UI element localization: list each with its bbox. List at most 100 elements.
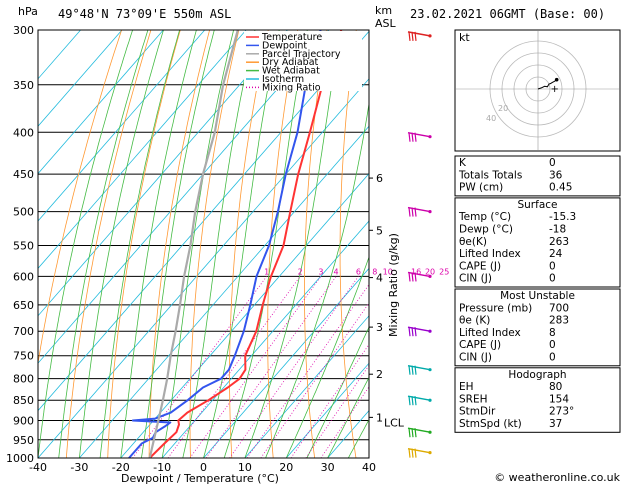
mixing-ratio-labels: 1 2 3 4 6 8 10 16 20 25 [264, 267, 449, 276]
plot-frame [37, 29, 370, 459]
wind-barbs [407, 31, 432, 458]
table-row-value: 0 [549, 352, 556, 364]
table-row-value: 0 [549, 339, 556, 351]
pressure-tick-label: 600 [13, 270, 34, 283]
table-row-label: K [459, 157, 467, 169]
km-tick-label: 3 [376, 321, 383, 334]
wind-barb-flag [414, 272, 417, 282]
wind-barb [407, 326, 432, 337]
wind-barb [407, 206, 432, 217]
wind-barb-staff [407, 131, 431, 138]
km-tick-label: 1 [376, 411, 383, 424]
wind-barb-flag [408, 428, 411, 438]
table-row-value: 24 [549, 248, 563, 260]
wind-barb-dot [428, 430, 432, 434]
table-row-value: 0.45 [549, 182, 572, 194]
legend-label: Dry Adiabat [262, 57, 319, 68]
mixing-ratio-line [260, 302, 369, 458]
km-tick-label: 4 [376, 272, 383, 285]
pressure-tick-label: 1000 [6, 452, 34, 465]
wind-barb-flag [411, 327, 414, 337]
table-row-label: CIN (J) [459, 273, 492, 285]
dry-adiabat-line [620, 30, 629, 458]
x-axis-label: Dewpoint / Temperature (°C) [121, 472, 279, 485]
wind-barb-flag [411, 272, 414, 282]
table-row-value: -18 [549, 224, 566, 236]
mixing-ratio-lines [132, 276, 369, 458]
pressure-tick-label: 750 [13, 350, 34, 363]
wind-barb-flag [408, 448, 411, 458]
table-row-label: Dewp (°C) [459, 224, 513, 236]
temperature-tick-labels: -40 -30 -20 -10 0 10 20 30 40 [29, 461, 376, 474]
wind-barb [407, 131, 432, 142]
wind-barb-staff [407, 326, 431, 332]
profile-parcel-trajectory [148, 30, 239, 458]
wet-adiabat-line [265, 101, 369, 458]
temperature-tick-label: -20 [112, 461, 130, 474]
table-row-label: Lifted Index [459, 248, 521, 260]
dry-adiabat-line [267, 30, 298, 458]
wind-barb-staff [407, 395, 431, 401]
wind-barb-flag [414, 448, 417, 458]
table-block [454, 288, 621, 367]
wind-barb-staff [407, 427, 431, 433]
mixing-ratio-label: 6 [356, 267, 361, 276]
wet-adiabat-line [327, 376, 369, 458]
table-title: Hodograph [508, 369, 566, 381]
dry-adiabat-line [189, 30, 240, 458]
temperature-tick-label: 0 [200, 461, 207, 474]
profile-dewpoint [128, 30, 322, 458]
table-row-label: EH [459, 381, 474, 393]
wind-barb-flag [408, 207, 411, 217]
temperature-tick-label: -10 [153, 461, 171, 474]
wind-barb-dot [428, 135, 432, 139]
mixing-ratio-label: 16 [411, 267, 421, 276]
skewt-grid [38, 30, 629, 458]
wind-barb-dot [428, 368, 432, 372]
wet-adiabat-line [285, 255, 369, 458]
km-tick-label: 5 [376, 224, 383, 237]
mixing-ratio-label: 2 [298, 267, 303, 276]
table-row-value: 80 [549, 381, 562, 393]
km-tick-label: 6 [376, 172, 383, 185]
dry-adiabat-line [38, 30, 122, 366]
pressure-tick-label: 950 [13, 434, 34, 447]
wet-adiabat-line [79, 30, 164, 458]
pressure-tick-label: 550 [13, 239, 34, 252]
table-block [454, 367, 621, 433]
isotherm-line [285, 362, 369, 458]
table-row-label: CIN (J) [459, 352, 492, 364]
isotherm-line [203, 267, 369, 458]
wet-adiabat-line [182, 30, 256, 458]
table-row-label: CAPE (J) [459, 339, 501, 351]
pressure-tick-label: 350 [13, 79, 34, 92]
wind-barb-flag [414, 207, 417, 217]
wind-barb-flag [414, 327, 417, 337]
wind-barb-flag [414, 365, 417, 375]
table-row-value: 263 [549, 236, 569, 248]
table-row-label: PW (cm) [459, 182, 503, 194]
wet-adiabat-line [306, 326, 369, 458]
isotherm-lines [38, 30, 369, 458]
wind-barb-flag [408, 327, 411, 337]
table-row-value: 154 [549, 393, 569, 405]
table-row-value: 36 [549, 169, 563, 181]
dry-adiabat-line [339, 30, 357, 458]
table-row-value: 0 [549, 260, 556, 272]
pressure-tick-label: 400 [13, 126, 34, 139]
isotherm-line [79, 125, 369, 458]
isotherm-line [161, 220, 369, 458]
hodograph-unit-label: kt [459, 31, 470, 44]
wind-barb [407, 31, 432, 41]
wind-barb-flag [414, 428, 417, 438]
wind-barb-dot [428, 274, 432, 279]
wind-barb-flag [411, 396, 414, 406]
table-row-label: CAPE (J) [459, 260, 501, 272]
pressure-tick-labels: 300 350 400 450 500 550 600 650 700 750 800 850 900 9… [6, 24, 34, 465]
table-row-label: Pressure (mb) [459, 302, 532, 314]
hodograph-end-dot [554, 77, 559, 82]
mixing-ratio-axis-label: Mixing Ratio (g/kg) [387, 233, 400, 337]
wind-barb [407, 427, 432, 438]
pressure-tick-label: 850 [13, 394, 34, 407]
pressure-tick-label: 900 [13, 415, 34, 428]
